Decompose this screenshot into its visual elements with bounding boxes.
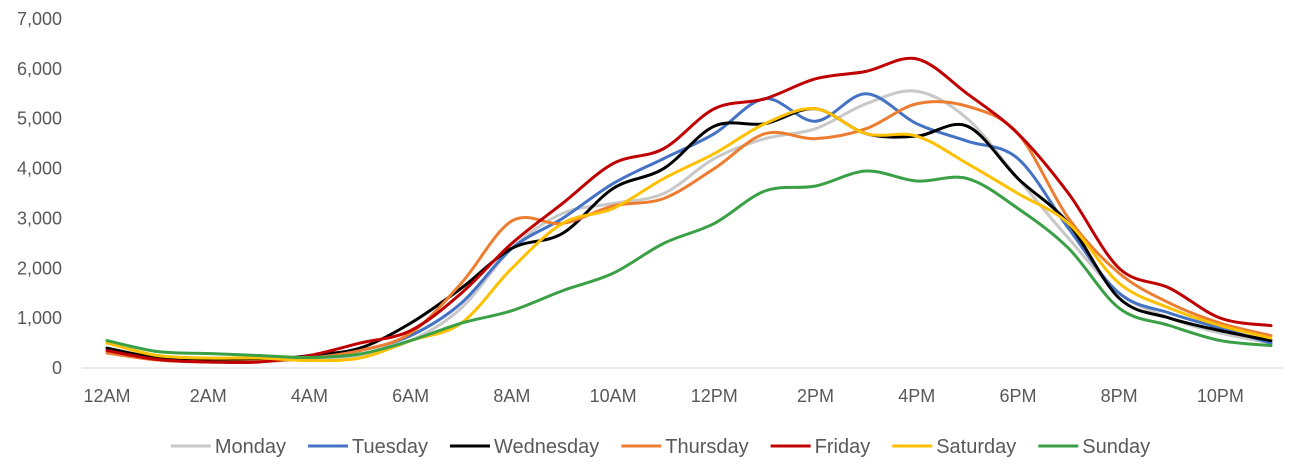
x-tick-label: 12AM [83,386,130,406]
legend-item-sunday: Sunday [1038,436,1150,458]
legend-label: Tuesday [352,436,428,458]
y-tick-label: 2,000 [17,258,62,278]
legend-item-monday: Monday [170,436,286,458]
legend-label: Wednesday [494,436,599,458]
y-tick-label: 0 [52,358,62,378]
series-line-saturday [105,107,1273,363]
legend-label: Friday [815,436,871,458]
x-tick-label: 4AM [291,386,328,406]
series-line-monday [105,89,1273,364]
x-tick-label: 2PM [797,386,834,406]
y-tick-label: 3,000 [17,208,62,228]
x-axis: 12AM 2AM 4AM 6AM 8AM 10AM 12PM 2PM 4PM 6PM 8PM 10PM [82,367,1283,406]
x-tick-label: 12PM [691,386,738,406]
x-tick-label: 10PM [1197,386,1244,406]
legend-item-wednesday: Wednesday [450,436,599,458]
y-tick-label: 1,000 [17,308,62,328]
x-tick-label: 8PM [1101,386,1138,406]
legend-label: Sunday [1082,436,1150,458]
legend: Monday Tuesday Wednesday Thursday Friday Satu… [170,436,1150,458]
legend-item-thursday: Thursday [621,436,749,458]
series-line-tuesday [105,92,1273,363]
plot-area [105,56,1273,365]
legend-item-tuesday: Tuesday [308,436,428,458]
legend-label: Monday [215,436,286,458]
y-tick-label: 7,000 [17,9,62,29]
legend-label: Saturday [936,436,1016,458]
x-tick-label: 4PM [898,386,935,406]
legend-item-friday: Friday [770,436,871,458]
x-tick-label: 8AM [493,386,530,406]
y-tick-label: 5,000 [17,109,62,129]
legend-label: Thursday [665,436,748,458]
y-tick-label: 4,000 [17,159,62,179]
series-line-sunday [105,169,1273,360]
series-line-thursday [105,100,1273,364]
x-tick-label: 10AM [590,386,637,406]
y-axis: 0 1,000 2,000 3,000 4,000 5,000 6,000 7,000 [17,9,62,378]
x-tick-label: 2AM [190,386,227,406]
y-tick-label: 6,000 [17,59,62,79]
x-tick-label: 6AM [392,386,429,406]
legend-item-saturday: Saturday [892,436,1016,458]
x-tick-label: 6PM [999,386,1036,406]
series-line-friday [105,56,1273,365]
